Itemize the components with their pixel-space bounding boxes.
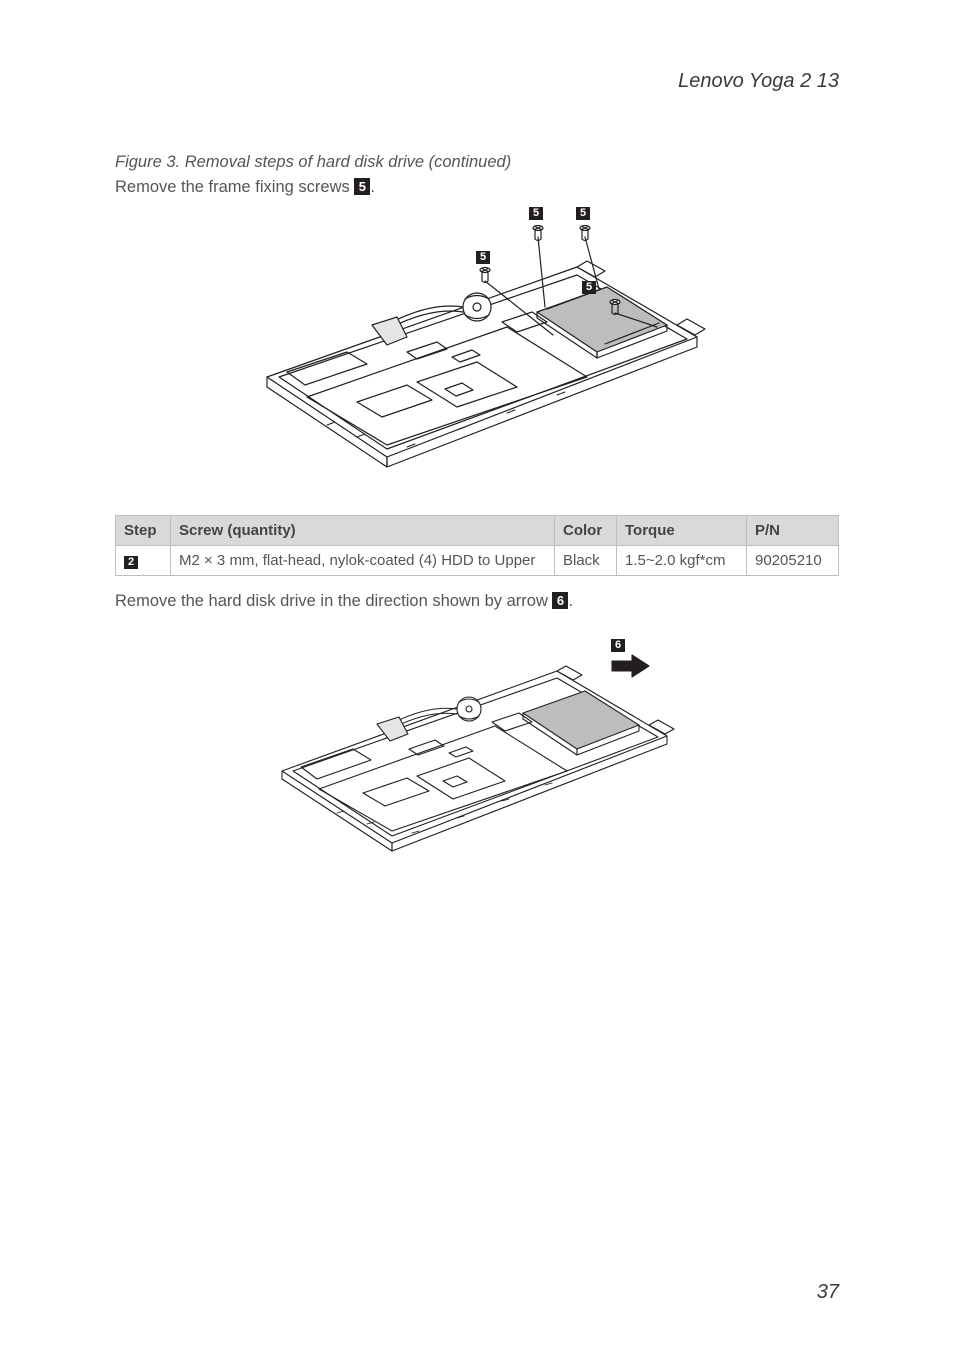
instruction-line-1: Remove the frame fixing screws 5. — [115, 178, 839, 197]
callout-5-icon: 5 — [354, 178, 370, 195]
th-color: Color — [555, 516, 617, 546]
td-screw: M2 × 3 mm, flat-head, nylok-coated (4) H… — [171, 546, 555, 576]
screw-table: Step Screw (quantity) Color Torque P/N 2… — [115, 515, 839, 576]
page-title: Lenovo Yoga 2 13 — [115, 70, 839, 93]
callout-5-icon: 5 — [529, 207, 543, 220]
page-number: 37 — [817, 1281, 839, 1304]
diagram-2-container: 6 — [115, 621, 839, 881]
td-color: Black — [555, 546, 617, 576]
td-pn: 90205210 — [747, 546, 839, 576]
text: Remove the frame fixing screws — [115, 178, 354, 196]
callout-5-icon: 5 — [476, 251, 490, 264]
table-row: 2 M2 × 3 mm, flat-head, nylok-coated (4)… — [116, 546, 839, 576]
th-step: Step — [116, 516, 171, 546]
text: . — [370, 178, 375, 196]
text: Remove the hard disk drive in the direct… — [115, 592, 552, 610]
th-torque: Torque — [617, 516, 747, 546]
step-badge-icon: 2 — [124, 556, 138, 569]
laptop-diagram-2 — [267, 621, 687, 881]
figure-caption: Figure 3. Removal steps of hard disk dri… — [115, 153, 839, 172]
instruction-line-2: Remove the hard disk drive in the direct… — [115, 592, 839, 611]
callout-6-icon: 6 — [611, 639, 625, 652]
text: . — [568, 592, 573, 610]
manual-page: Lenovo Yoga 2 13 Figure 3. Removal steps… — [0, 0, 954, 1354]
callout-5-icon: 5 — [576, 207, 590, 220]
callout-6-icon: 6 — [552, 592, 568, 609]
td-step: 2 — [116, 546, 171, 576]
th-screw: Screw (quantity) — [171, 516, 555, 546]
th-pn: P/N — [747, 516, 839, 546]
diagram-1-container: 5 5 5 5 — [115, 207, 839, 497]
table-header-row: Step Screw (quantity) Color Torque P/N — [116, 516, 839, 546]
callout-5-icon: 5 — [582, 281, 596, 294]
td-torque: 1.5~2.0 kgf*cm — [617, 546, 747, 576]
